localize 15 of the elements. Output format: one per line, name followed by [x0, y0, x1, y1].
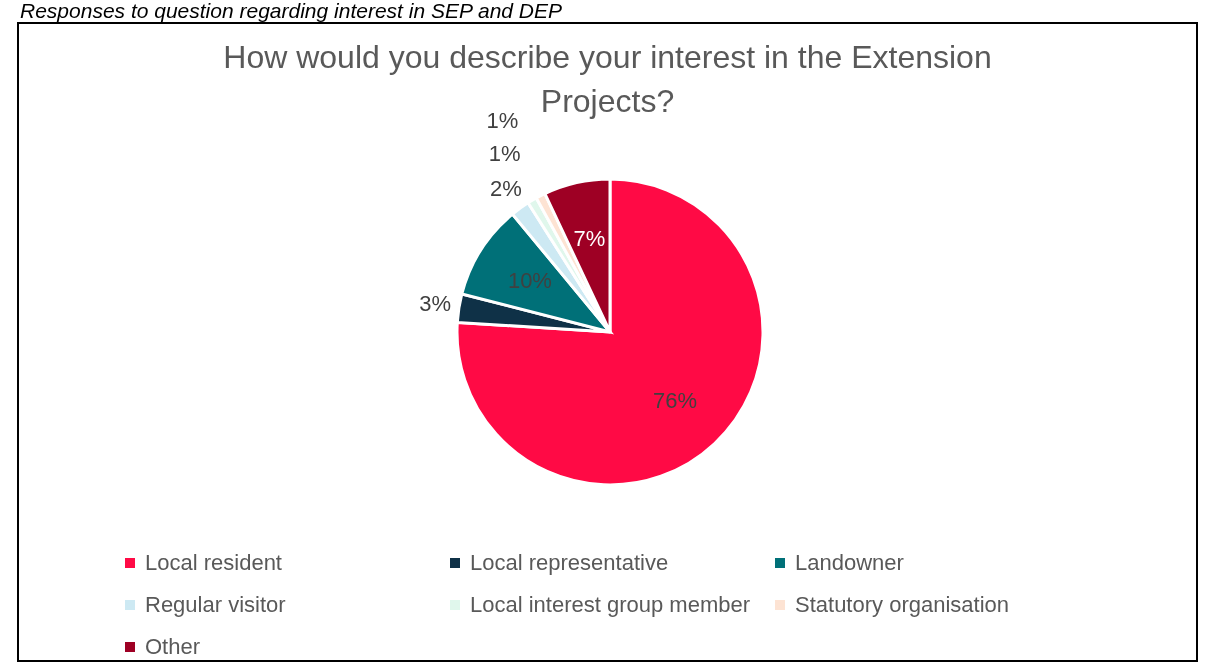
legend-label: Other	[145, 634, 201, 659]
legend-label: Statutory organisation	[795, 592, 1010, 617]
data-label: 2%	[490, 175, 522, 201]
text: Responses to question regarding interest in SEP and DEP	[20, 0, 563, 22]
data-label: 7%	[573, 226, 606, 252]
legend-label: Local representative	[470, 550, 669, 575]
data-label: 76%	[652, 388, 697, 414]
data-label: 3%	[419, 291, 452, 317]
data-label: 1%	[488, 140, 521, 166]
pie-slice	[455, 177, 765, 487]
legend-label: Local interest group member	[470, 592, 751, 617]
legend-label: Regular visitor	[145, 592, 286, 617]
data-label: 10%	[507, 268, 552, 294]
legend-label: Local resident	[145, 550, 282, 575]
legend-label: Landowner	[795, 550, 904, 575]
